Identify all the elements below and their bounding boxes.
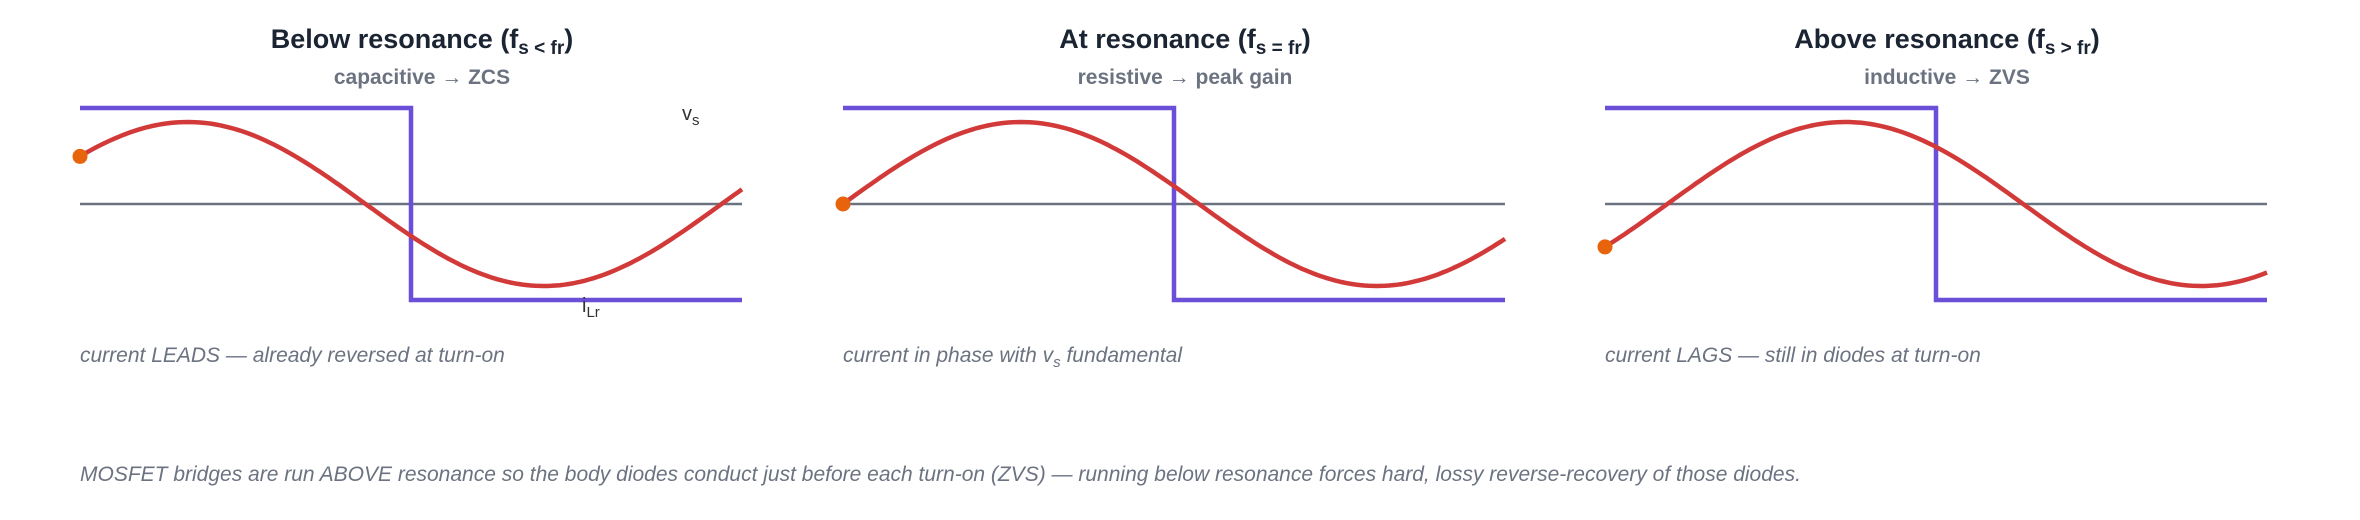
panel-below-resonance: Below resonance (fs < fr) capacitive → Z…: [72, 24, 744, 367]
panel-subtitle: capacitive → ZCS: [334, 66, 510, 89]
resonant-current-wave: [1603, 119, 2268, 289]
resonant-current-wave: [841, 119, 1507, 289]
footer-note: MOSFET bridges are run ABOVE resonance s…: [80, 463, 1801, 486]
panel-subtitle: inductive → ZVS: [1864, 66, 2030, 89]
panel-title: Below resonance (fs < fr): [271, 24, 574, 59]
bridge-voltage-square-wave: [1605, 105, 2267, 303]
panel-title: Above resonance (fs > fr): [1794, 24, 2100, 59]
turn-on-marker: [1597, 239, 1613, 255]
panel-title: At resonance (fs = fr): [1059, 24, 1311, 59]
bridge-voltage-square-wave: [843, 105, 1505, 303]
panel-subtitle: resistive → peak gain: [1078, 66, 1293, 89]
resonant-current-wave: [78, 119, 744, 289]
vs-label: vs: [682, 103, 700, 129]
turn-on-marker: [72, 148, 88, 164]
panel-above-resonance: Above resonance (fs > fr) inductive → ZV…: [1597, 24, 2268, 367]
bridge-voltage-square-wave: [80, 105, 742, 303]
panel-caption: current LEADS — already reversed at turn…: [80, 344, 505, 367]
panel-caption: current in phase with vs fundamental: [843, 344, 1183, 371]
ilr-label: iLr: [582, 295, 600, 321]
panel-caption: current LAGS — still in diodes at turn-o…: [1605, 344, 1981, 367]
turn-on-marker: [835, 196, 851, 212]
panel-at-resonance: At resonance (fs = fr) resistive → peak …: [835, 24, 1507, 371]
